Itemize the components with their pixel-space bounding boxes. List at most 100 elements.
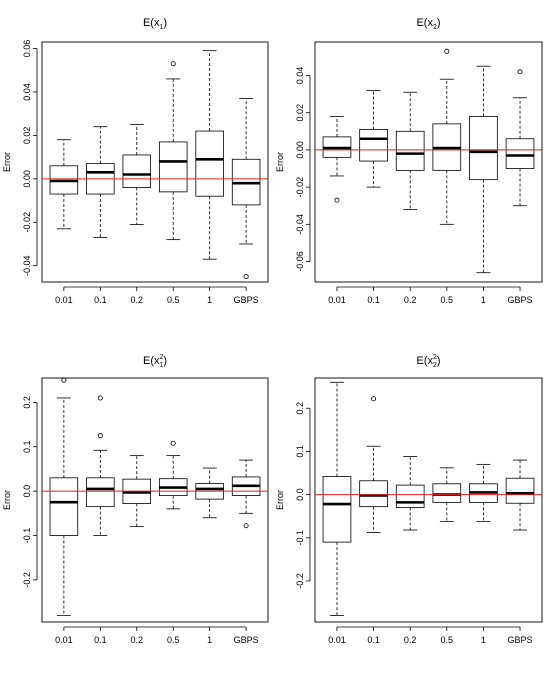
- box-GBPS: [231, 98, 261, 280]
- panel-2: E(x2) Error -0.06 -0.04 -0.02 0.00 0.02 0.04 0.0…: [275, 17, 543, 305]
- box-0.5: [158, 61, 188, 241]
- outlier-point: [97, 395, 103, 401]
- x-tick-label: 0.1: [367, 635, 380, 645]
- box-0.01: [322, 381, 352, 616]
- y-tick-label: 0.02: [295, 104, 305, 122]
- box-0.01: [49, 139, 79, 230]
- panel-title: E(x2): [416, 17, 440, 31]
- plot-frame: [314, 377, 543, 623]
- outlier-point: [61, 377, 67, 383]
- box-iqr: [322, 476, 352, 543]
- y-axis-label: Error: [2, 152, 12, 172]
- box-iqr: [469, 116, 498, 181]
- box-0.2: [395, 456, 425, 531]
- y-axis-label: Error: [275, 490, 285, 510]
- panel-1: E(x1) Error -0.04 -0.02 0.00 0.02 0.04 0.06 0.01…: [2, 17, 269, 305]
- outlier-point: [97, 433, 103, 439]
- x-tick-label: 0.1: [94, 635, 107, 645]
- panel-title: E(x1): [143, 17, 167, 31]
- y-tick-label: 0.04: [295, 67, 305, 85]
- box-iqr: [359, 129, 388, 162]
- x-tick-label: 0.2: [404, 635, 417, 645]
- y-tick-label: -0.02: [295, 177, 305, 198]
- y-tick-label: 0.02: [22, 127, 32, 145]
- x-tick-label: 0.01: [55, 295, 73, 305]
- box-0.2: [122, 124, 152, 225]
- y-tick-label: -0.2: [22, 572, 32, 588]
- box-0.01: [49, 377, 79, 616]
- box-0.1: [359, 89, 388, 188]
- x-tick-label: GBPS: [508, 635, 533, 645]
- box-iqr: [49, 477, 79, 536]
- panel-4: E(x2 2) Error -0.2 -0.1 0.0 0.1 0.2 0.01 0.1 0.2 0.…: [275, 354, 543, 645]
- x-tick-label: 0.2: [131, 295, 144, 305]
- box-iqr: [158, 141, 188, 193]
- y-tick-label: 0.1: [295, 445, 305, 458]
- x-tick-label: 0.5: [441, 295, 454, 305]
- y-tick-label: -0.2: [295, 573, 305, 589]
- y-tick-label: 0.2: [295, 402, 305, 415]
- y-tick-label: 0.2: [22, 396, 32, 409]
- box-0.2: [395, 91, 425, 210]
- box-GBPS: [505, 459, 535, 531]
- box-iqr: [122, 154, 152, 188]
- plot-frame: [41, 377, 269, 623]
- y-tick-label: -0.1: [295, 530, 305, 546]
- x-tick-label: GBPS: [508, 295, 533, 305]
- y-tick-label: 0.04: [22, 83, 32, 101]
- box-0.1: [359, 396, 388, 534]
- x-tick-label: 0.1: [94, 295, 107, 305]
- y-tick-label: -0.06: [295, 251, 305, 272]
- panel-3: E(x2 1) Error -0.2 -0.1 0.0 0.1 0.2 0.01 0.1 0.2 0.…: [2, 354, 269, 645]
- x-tick-label: 0.01: [328, 635, 346, 645]
- y-tick-label: -0.04: [295, 214, 305, 235]
- y-tick-label: 0.00: [295, 141, 305, 159]
- outlier-point: [243, 274, 249, 280]
- x-tick-label: 0.01: [328, 295, 346, 305]
- box-iqr: [86, 477, 115, 508]
- box-0.5: [432, 48, 462, 225]
- box-1: [469, 463, 498, 522]
- outlier-point: [170, 61, 176, 67]
- x-tick-label: 1: [481, 635, 486, 645]
- y-tick-label: 0.0: [295, 488, 305, 501]
- box-1: [469, 65, 498, 274]
- box-iqr: [195, 130, 224, 197]
- box-iqr: [359, 480, 388, 508]
- box-GBPS: [505, 69, 535, 207]
- y-axis-label: Error: [275, 152, 285, 172]
- x-tick-label: GBPS: [234, 295, 259, 305]
- x-tick-label: GBPS: [234, 635, 259, 645]
- box-1: [195, 50, 224, 260]
- box-0.01: [322, 116, 352, 203]
- x-tick-label: 0.5: [167, 295, 180, 305]
- x-tick-label: 1: [207, 635, 212, 645]
- outlier-point: [243, 523, 249, 529]
- outlier-point: [371, 396, 377, 402]
- outlier-point: [334, 197, 340, 203]
- x-tick-label: 0.2: [131, 635, 144, 645]
- y-axis-label: Error: [2, 490, 12, 510]
- x-tick-label: 0.5: [167, 635, 180, 645]
- outlier-point: [170, 440, 176, 446]
- box-iqr: [505, 477, 535, 504]
- y-tick-label: -0.1: [22, 528, 32, 544]
- box-iqr: [505, 138, 535, 169]
- outlier-point: [517, 69, 523, 75]
- x-tick-label: 1: [207, 295, 212, 305]
- y-tick-label: 0.1: [22, 441, 32, 454]
- y-tick-label: 0.0: [22, 485, 32, 498]
- y-tick-label: 0.00: [22, 170, 32, 188]
- plot-frame: [314, 41, 543, 283]
- x-tick-label: 0.01: [55, 635, 73, 645]
- x-tick-label: 0.2: [404, 295, 417, 305]
- panel-title: E(x2 2): [417, 354, 441, 369]
- y-tick-label: 0.06: [22, 40, 32, 58]
- plot-frame: [41, 41, 269, 283]
- outlier-point: [444, 48, 450, 54]
- box-iqr: [432, 483, 462, 503]
- x-tick-label: 1: [481, 295, 486, 305]
- panels: E(x1)Error-0.04-0.020.000.020.040.060.01…: [2, 17, 543, 645]
